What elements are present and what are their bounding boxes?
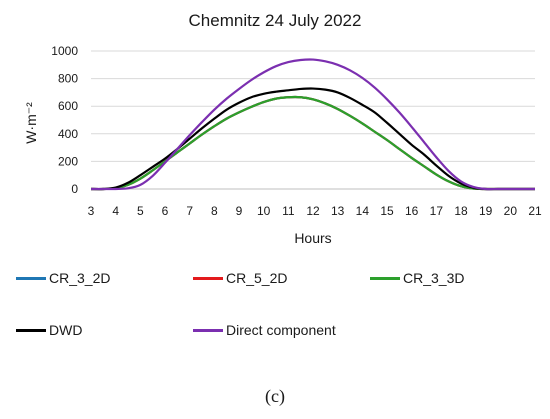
x-tick-label: 6 <box>162 204 169 218</box>
legend-label: CR_5_2D <box>226 270 288 286</box>
series-line-dwd <box>90 87 535 191</box>
legend-label: DWD <box>49 322 83 338</box>
x-tick-label: 12 <box>306 204 320 218</box>
x-tick-label: 7 <box>186 204 193 218</box>
x-tick-label: 18 <box>454 204 468 218</box>
legend-label: CR_3_3D <box>403 270 465 286</box>
x-tick-label: 20 <box>504 204 518 218</box>
x-tick-label: 14 <box>356 204 370 218</box>
x-tick-label: 5 <box>137 204 144 218</box>
x-tick-label: 13 <box>331 204 345 218</box>
chart-title: Chemnitz 24 July 2022 <box>189 11 362 30</box>
y-axis-title: W·m⁻² <box>23 102 39 144</box>
series-line-direct-component <box>90 58 535 191</box>
axes: 0 200 400 600 800 1000 3 4 5 6 7 8 9 10 11 12 13 14 15 16 17… <box>51 44 542 218</box>
legend-item: CR_5_2D <box>193 270 287 286</box>
x-tick-label: 4 <box>112 204 119 218</box>
legend-item: CR_3_2D <box>16 270 110 286</box>
x-tick-label: 21 <box>528 204 542 218</box>
legend-item: Direct component <box>193 322 336 338</box>
legend-swatch <box>16 328 46 332</box>
y-tick-label: 400 <box>58 127 78 141</box>
legend-swatch <box>16 276 46 280</box>
x-tick-label: 3 <box>88 204 95 218</box>
x-tick-label: 16 <box>405 204 419 218</box>
x-tick-label: 15 <box>380 204 394 218</box>
legend-label: Direct component <box>226 322 336 338</box>
x-tick-label: 10 <box>257 204 271 218</box>
figure-caption: (c) <box>265 386 285 406</box>
y-tick-label: 200 <box>58 154 78 168</box>
x-axis-title: Hours <box>294 230 331 246</box>
legend-swatch <box>193 328 223 332</box>
legend-item: CR_3_3D <box>370 270 464 286</box>
legend-swatch <box>193 276 223 280</box>
x-tick-label: 8 <box>211 204 218 218</box>
y-tick-label: 0 <box>71 182 78 196</box>
legend-item: DWD <box>16 322 82 338</box>
y-tick-label: 800 <box>58 72 78 86</box>
series-line-cr-5-2d <box>90 95 535 191</box>
y-tick-label: 600 <box>58 99 78 113</box>
x-tick-label: 19 <box>479 204 493 218</box>
x-tick-label: 9 <box>236 204 243 218</box>
x-tick-label: 17 <box>430 204 444 218</box>
chart: Chemnitz 24 July 2022 0 200 400 600 800 1000 3… <box>23 11 542 246</box>
gridlines <box>91 50 535 162</box>
series-lines <box>90 58 535 191</box>
y-tick-label: 1000 <box>51 44 78 58</box>
legend-swatch <box>370 276 400 280</box>
x-tick-label: 11 <box>282 204 295 218</box>
series-line-cr-3-2d <box>90 95 535 191</box>
legend-label: CR_3_2D <box>49 270 111 286</box>
series-line-cr-3-3d <box>90 95 535 191</box>
